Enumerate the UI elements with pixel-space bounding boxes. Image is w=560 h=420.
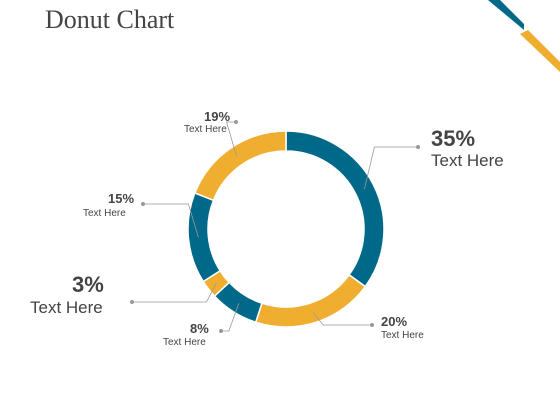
leader-lines [130, 120, 420, 333]
leader-line-20 [312, 312, 372, 326]
corner-stripe-teal [488, 0, 524, 30]
slice-text: Text Here [184, 124, 227, 135]
leader-dot-3 [130, 300, 134, 304]
label-slice-15: 15% Text Here [83, 191, 134, 219]
slice-percent: 20% [381, 314, 407, 329]
leader-line-35 [364, 146, 418, 190]
slice-percent: 19% [204, 109, 230, 124]
leader-dot-35 [416, 145, 420, 149]
leader-dot-15 [141, 202, 145, 206]
slice-text: Text Here [30, 298, 103, 317]
leader-line-8 [221, 303, 240, 332]
donut-slice-35 [285, 130, 385, 288]
label-slice-3: 3% Text Here [30, 272, 104, 317]
donut-slice-19 [193, 130, 287, 202]
slice-text: Text Here [163, 337, 206, 348]
slice-percent: 35% [431, 126, 475, 151]
donut-slices [187, 130, 385, 328]
label-slice-8: 8% Text Here [163, 321, 209, 348]
page-title: Donut Chart [45, 5, 175, 34]
donut-slice-20 [254, 273, 367, 328]
leader-dot-8 [219, 329, 223, 333]
leader-line-3 [132, 282, 217, 303]
donut-slice-15 [187, 191, 222, 283]
corner-stripe-gold [520, 30, 560, 72]
leader-line-15 [143, 203, 199, 238]
label-slice-19: 19% Text Here [184, 109, 230, 135]
corner-decoration [488, 0, 560, 72]
label-slice-35: 35% Text Here [431, 126, 504, 170]
slice-text: Text Here [381, 330, 424, 341]
leader-dot-19 [234, 120, 238, 124]
leader-line-19 [226, 121, 237, 157]
leader-dot-20 [370, 323, 374, 327]
slice-text: Text Here [431, 151, 504, 170]
slice-percent: 15% [108, 191, 134, 206]
label-slice-20: 20% Text Here [381, 314, 424, 341]
slice-text: Text Here [83, 208, 126, 219]
slice-percent: 8% [190, 321, 209, 336]
slice-percent: 3% [72, 272, 104, 297]
